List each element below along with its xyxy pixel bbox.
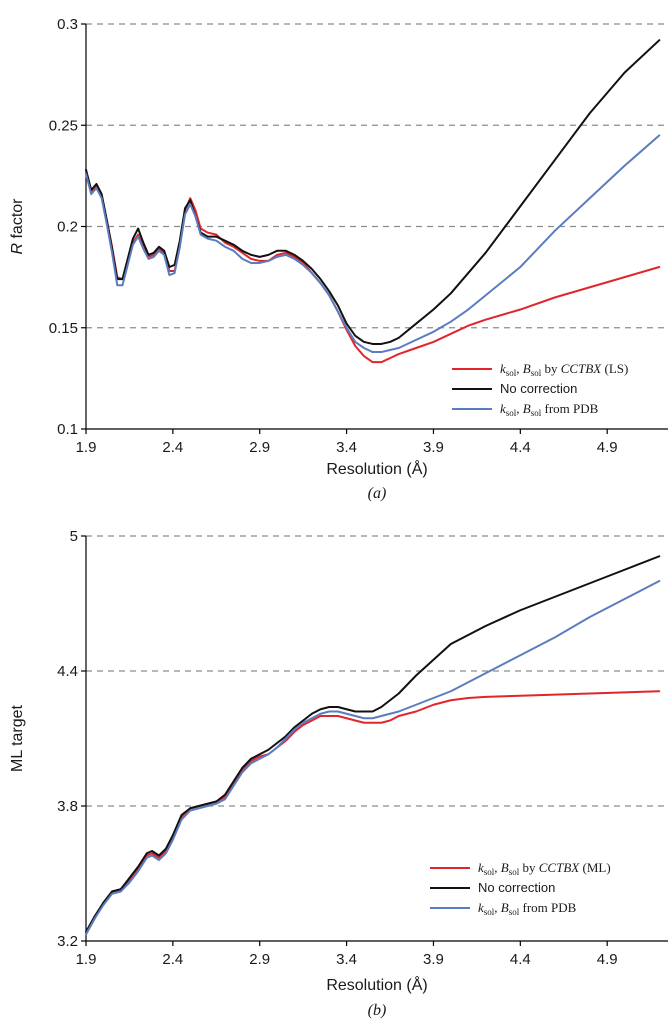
x-tick-label: 4.4: [510, 439, 531, 456]
x-axis-title: Resolution (Å): [326, 459, 427, 478]
series-line-pdb: [85, 580, 661, 936]
x-tick-label: 4.4: [510, 951, 531, 968]
y-tick-label: 4.4: [57, 663, 78, 680]
series-line-nocorr: [85, 39, 661, 345]
legend-label-pdb: ksol, Bsol from PDB: [478, 900, 577, 917]
panel-b-chart: 3.2 3.8 4.4 5 1.9 2.4 2.9 3.4 3.9 4.4 4.9 Resolutio…: [9, 528, 668, 1019]
y-tick-label: 3.2: [57, 933, 78, 950]
x-tick-label: 3.4: [336, 951, 357, 968]
y-tick-label: 3.8: [57, 798, 78, 815]
panel-label: (b): [368, 1002, 387, 1019]
legend-label-cctbx: ksol, Bsol by CCTBX (ML): [478, 860, 611, 877]
panel-a-chart: 0.1 0.15 0.2 0.25 0.3 1.9 2.4 2.9 3.4 3.9 4.4 4.9 Re…: [9, 16, 668, 502]
y-tick-label: 0.15: [49, 320, 78, 337]
legend-label-pdb: ksol, Bsol from PDB: [500, 401, 599, 418]
y-tick-label: 0.3: [57, 16, 78, 33]
series-line-nocorr: [85, 555, 661, 933]
legend: ksol, Bsol by CCTBX (ML) No correction kso…: [430, 860, 611, 917]
series-line-pdb: [85, 134, 661, 354]
legend-label-nocorr: No correction: [478, 880, 555, 895]
x-tick-label: 2.4: [162, 951, 183, 968]
legend-label-cctbx: ksol, Bsol by CCTBX (LS): [500, 361, 628, 378]
legend-label-nocorr: No correction: [500, 381, 577, 396]
panel-label: (a): [368, 485, 387, 502]
y-tick-label: 5: [70, 528, 78, 545]
y-tick-label: 0.1: [57, 421, 78, 438]
series-line-cctbx: [85, 172, 661, 364]
y-axis-title: R factor: [9, 198, 26, 255]
x-tick-label: 4.9: [597, 951, 618, 968]
x-axis-title: Resolution (Å): [326, 975, 427, 994]
x-tick-label: 3.4: [336, 439, 357, 456]
x-tick-label: 1.9: [76, 439, 97, 456]
x-tick-label: 1.9: [76, 951, 97, 968]
x-tick-label: 2.4: [162, 439, 183, 456]
x-tick-label: 4.9: [597, 439, 618, 456]
y-tick-label: 0.2: [57, 219, 78, 236]
x-tick-label: 2.9: [249, 439, 270, 456]
y-axis-title: ML target: [9, 704, 26, 772]
x-tick-label: 3.9: [423, 439, 444, 456]
x-tick-label: 3.9: [423, 951, 444, 968]
legend: ksol, Bsol by CCTBX (LS) No correction kso…: [452, 361, 628, 418]
x-tick-label: 2.9: [249, 951, 270, 968]
y-tick-label: 0.25: [49, 117, 78, 134]
